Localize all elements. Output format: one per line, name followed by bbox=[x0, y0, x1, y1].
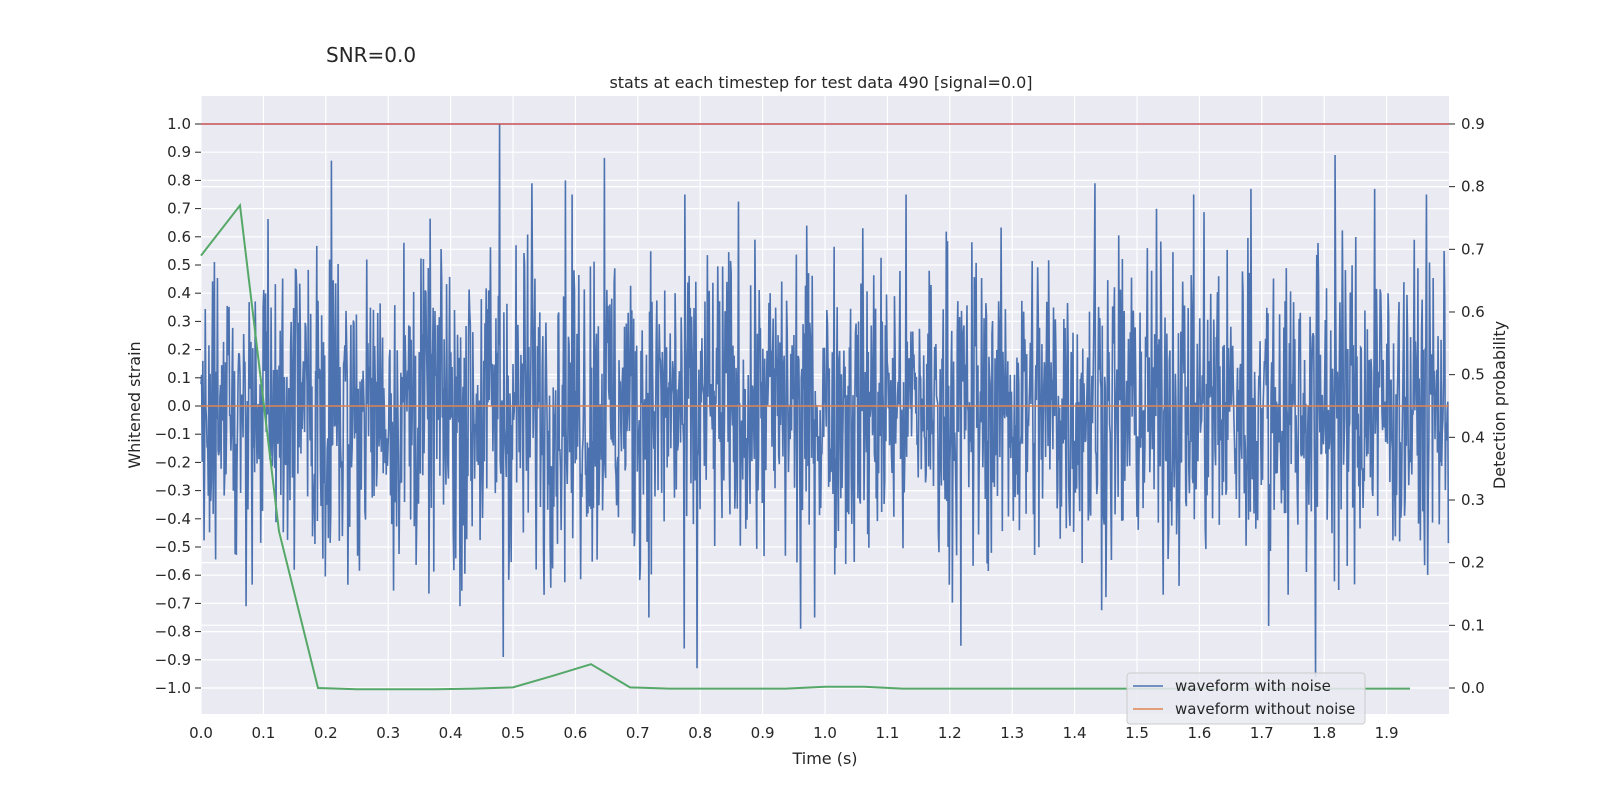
chart-suptitle: SNR=0.0 bbox=[326, 43, 416, 67]
y-tick-label-left: 0.3 bbox=[167, 312, 191, 330]
y-tick-label-right: 0.5 bbox=[1461, 366, 1485, 384]
legend-label-clean: waveform without noise bbox=[1175, 700, 1355, 718]
y-tick-label-left: 0.0 bbox=[167, 397, 191, 415]
x-tick-label: 0.3 bbox=[376, 724, 400, 742]
x-ticks: 0.0 0.1 0.2 0.3 0.4 0.5 0.6 0.7 0.8 0.9 1.0 1.1 1.2 1… bbox=[189, 724, 1398, 742]
y-tick-label-right: 0.6 bbox=[1461, 303, 1485, 321]
y-axis-label-right: Detection probability bbox=[1490, 321, 1509, 489]
y-axis-label-left: Whitened strain bbox=[125, 341, 144, 468]
y-tick-label-right: 0.1 bbox=[1461, 616, 1485, 634]
x-tick-label: 1.2 bbox=[938, 724, 962, 742]
y-tick-label-right: 0.0 bbox=[1461, 679, 1485, 697]
legend-label-noise: waveform with noise bbox=[1175, 677, 1331, 695]
x-tick-label: 1.6 bbox=[1187, 724, 1211, 742]
y-tick-label-left: 1.0 bbox=[167, 115, 191, 133]
y-ticks-right: 0.9 0.8 0.7 0.6 0.5 0.4 0.3 0.2 0.1 0.0 bbox=[1449, 115, 1485, 697]
x-tick-label: 0.4 bbox=[439, 724, 463, 742]
x-tick-label: 0.7 bbox=[626, 724, 650, 742]
x-tick-label: 1.8 bbox=[1312, 724, 1336, 742]
y-tick-label-left: −0.7 bbox=[155, 594, 191, 612]
y-tick-label-left: −0.9 bbox=[155, 651, 191, 669]
y-tick-label-left: −1.0 bbox=[155, 679, 191, 697]
x-tick-label: 0.8 bbox=[688, 724, 712, 742]
y-tick-label-right: 0.7 bbox=[1461, 240, 1485, 258]
x-tick-label: 0.0 bbox=[189, 724, 213, 742]
x-tick-label: 1.9 bbox=[1375, 724, 1399, 742]
y-tick-label-right: 0.4 bbox=[1461, 428, 1485, 446]
x-tick-label: 1.5 bbox=[1125, 724, 1149, 742]
y-tick-label-right: 0.8 bbox=[1461, 178, 1485, 196]
x-tick-label: 1.4 bbox=[1063, 724, 1087, 742]
y-tick-label-left: 0.7 bbox=[167, 200, 191, 218]
y-tick-label-left: 0.6 bbox=[167, 228, 191, 246]
y-tick-label-left: 0.4 bbox=[167, 284, 191, 302]
y-tick-label-right: 0.9 bbox=[1461, 115, 1485, 133]
legend: waveform with noise waveform without noi… bbox=[1126, 672, 1366, 725]
y-tick-label-left: −0.6 bbox=[155, 566, 191, 584]
series-waveform-with-noise bbox=[200, 123, 1450, 677]
x-tick-label: 0.2 bbox=[314, 724, 338, 742]
x-tick-label: 0.6 bbox=[563, 724, 587, 742]
x-tick-label: 0.1 bbox=[251, 724, 275, 742]
y-tick-label-left: 0.2 bbox=[167, 341, 191, 359]
series-layer bbox=[200, 123, 1450, 691]
y-tick-label-left: −0.3 bbox=[155, 482, 191, 500]
legend-box bbox=[1126, 672, 1366, 725]
y-tick-label-left: −0.1 bbox=[155, 425, 191, 443]
y-tick-label-left: 0.8 bbox=[167, 171, 191, 189]
y-tick-label-left: 0.9 bbox=[167, 143, 191, 161]
x-axis-label: Time (s) bbox=[791, 749, 857, 768]
x-tick-label: 1.7 bbox=[1250, 724, 1274, 742]
x-tick-label: 0.5 bbox=[501, 724, 525, 742]
y-ticks-left: 1.0 0.9 0.8 0.7 0.6 0.5 0.4 0.3 0.2 0.1 0.0 −0.1 −0.… bbox=[155, 115, 201, 697]
x-tick-label: 1.3 bbox=[1000, 724, 1024, 742]
y-tick-label-right: 0.2 bbox=[1461, 554, 1485, 572]
y-tick-label-left: 0.1 bbox=[167, 369, 191, 387]
x-tick-label: 1.1 bbox=[875, 724, 899, 742]
x-tick-label: 1.0 bbox=[813, 724, 837, 742]
chart-title: stats at each timestep for test data 490… bbox=[609, 73, 1032, 92]
y-tick-label-left: −0.5 bbox=[155, 538, 191, 556]
y-tick-label-left: −0.2 bbox=[155, 453, 191, 471]
y-tick-label-left: 0.5 bbox=[167, 256, 191, 274]
y-tick-label-left: −0.8 bbox=[155, 623, 191, 641]
x-tick-label: 0.9 bbox=[751, 724, 775, 742]
y-tick-label-left: −0.4 bbox=[155, 510, 191, 528]
y-tick-label-right: 0.3 bbox=[1461, 491, 1485, 509]
